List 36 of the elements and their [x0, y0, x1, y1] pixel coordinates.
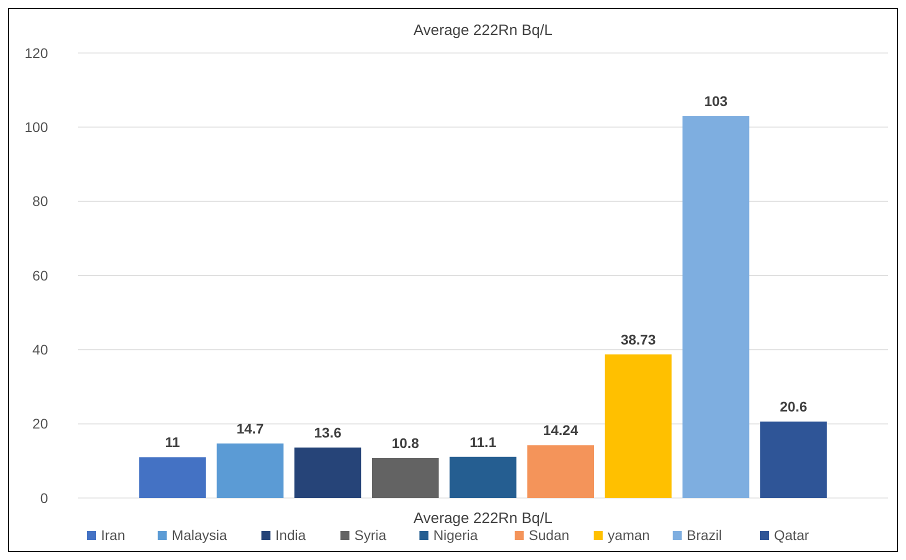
data-label: 103	[704, 93, 728, 110]
data-label: 10.8	[392, 434, 420, 451]
y-tick-label: 20	[32, 416, 48, 432]
bar	[760, 422, 827, 498]
bar	[139, 457, 206, 498]
bar	[604, 354, 672, 498]
data-label: 14.24	[543, 422, 578, 438]
bar	[527, 445, 594, 498]
data-label: 38.73	[620, 331, 656, 348]
data-label: 11	[165, 434, 180, 450]
y-tick-label: 80	[32, 193, 48, 210]
y-tick-label: 100	[24, 119, 48, 136]
data-label: 14.7	[236, 420, 264, 436]
x-axis-title: Average 222Rn Bq/L	[414, 510, 552, 527]
bar	[682, 116, 750, 498]
legend-label: Sudan	[528, 527, 570, 543]
data-label: 20.6	[780, 398, 808, 415]
y-tick-label: 40	[32, 342, 48, 358]
y-tick-label: 120	[24, 44, 48, 61]
y-tick-label: 0	[40, 490, 48, 506]
data-label: 13.6	[314, 424, 342, 441]
legend-label: Qatar	[774, 527, 810, 543]
bar	[372, 458, 439, 498]
bar	[450, 456, 516, 498]
chart-title: Average 222Rn Bq/L	[414, 22, 552, 39]
legend-label: Iran	[101, 527, 126, 543]
bar	[216, 443, 284, 498]
legend-label: Malaysia	[172, 527, 228, 543]
y-tick-label: 60	[32, 267, 48, 284]
legend-label: yaman	[608, 527, 650, 543]
bar	[294, 448, 362, 498]
data-label: 11.1	[470, 434, 496, 450]
legend-label: Nigeria	[433, 527, 478, 543]
legend-label: India	[275, 527, 306, 543]
legend-label: Syria	[354, 527, 387, 543]
legend-label: Brazil	[686, 527, 722, 543]
